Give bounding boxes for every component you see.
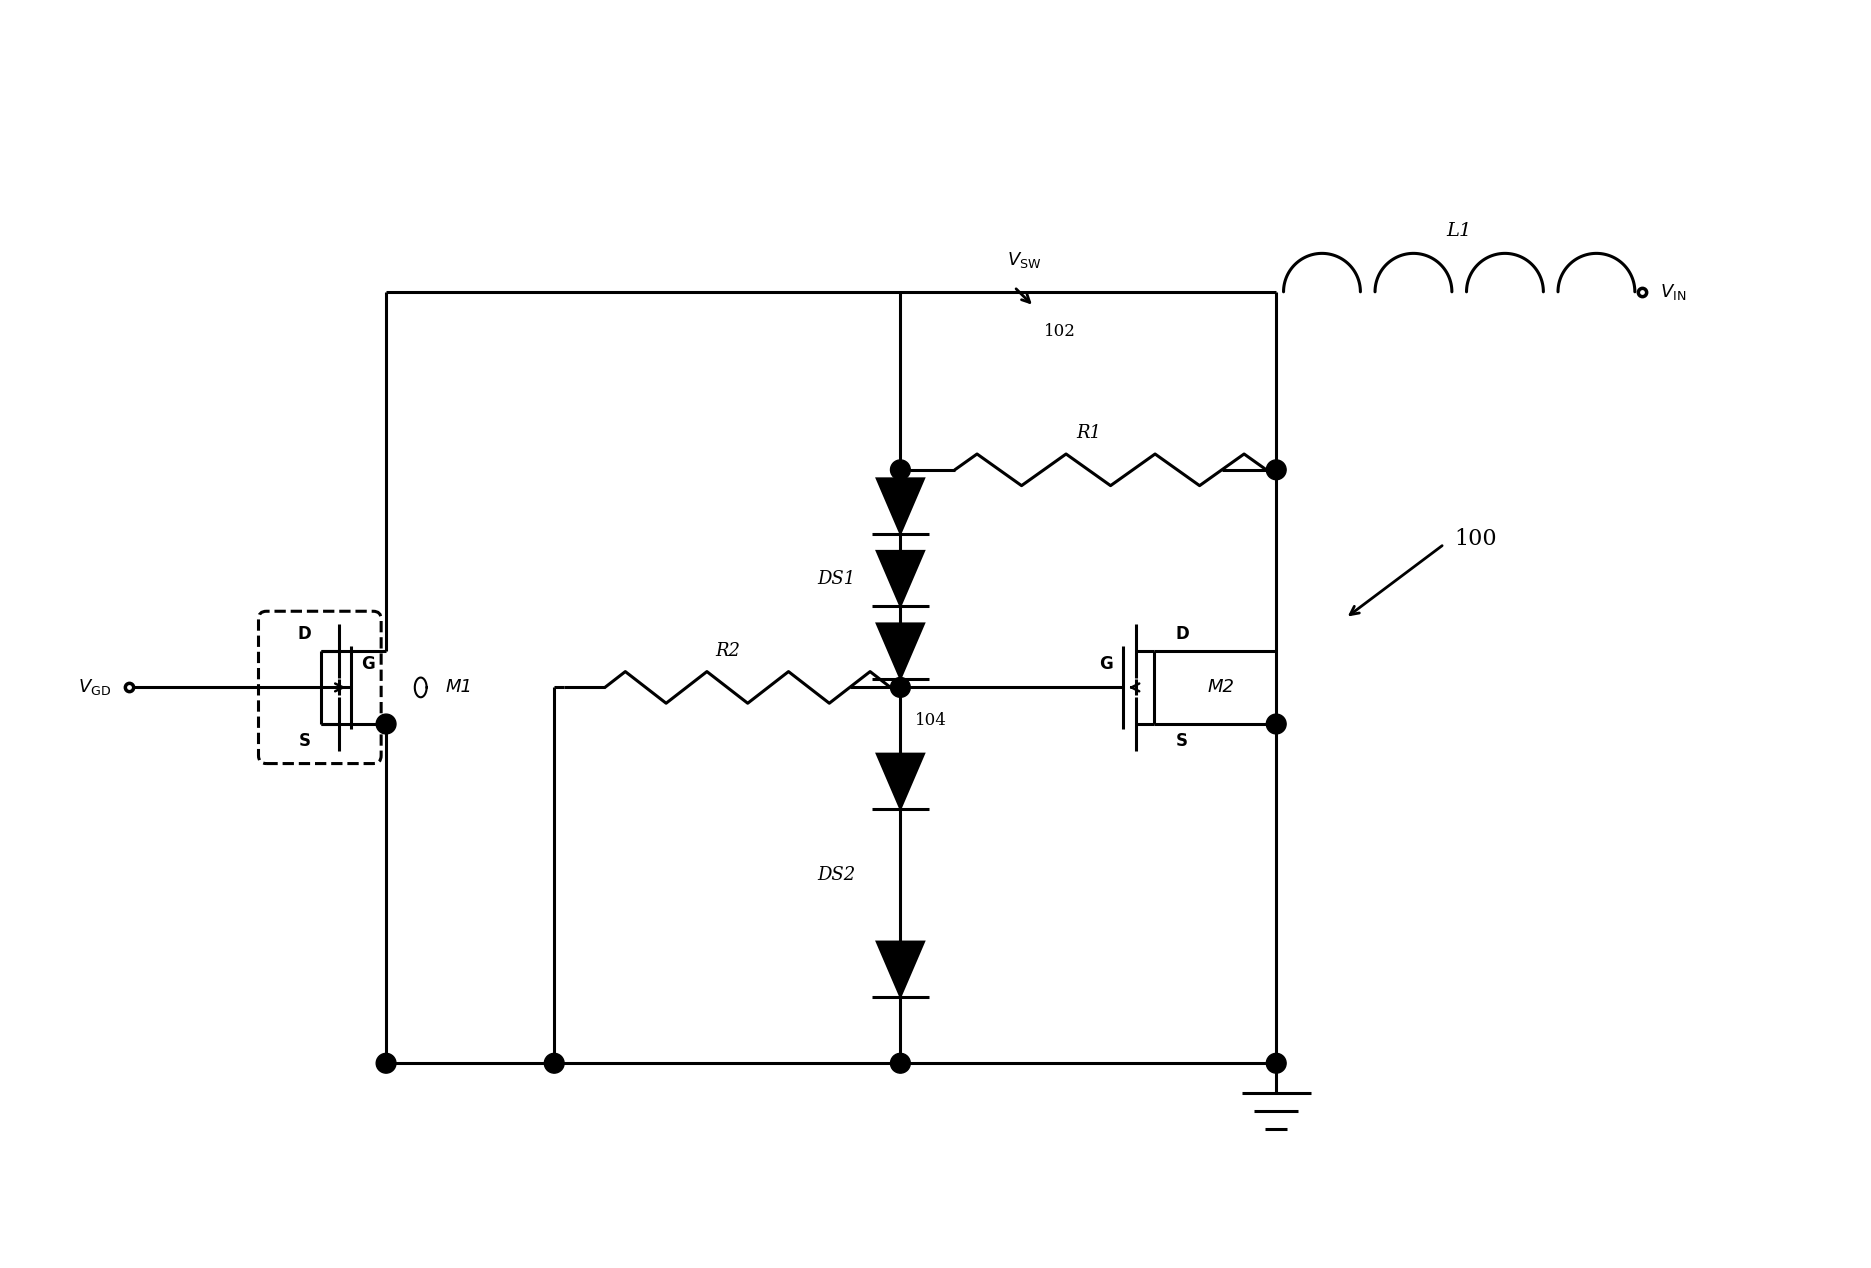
Text: 104: 104 xyxy=(915,713,947,729)
Circle shape xyxy=(891,1054,911,1073)
Polygon shape xyxy=(877,478,924,534)
Text: G: G xyxy=(1100,654,1113,672)
Text: L1: L1 xyxy=(1446,222,1472,241)
Circle shape xyxy=(891,460,911,479)
Text: R1: R1 xyxy=(1076,424,1100,443)
Circle shape xyxy=(1267,1054,1285,1073)
Circle shape xyxy=(1267,714,1285,734)
Text: S: S xyxy=(1175,732,1188,749)
Text: M2: M2 xyxy=(1209,678,1235,696)
Text: 100: 100 xyxy=(1454,527,1497,550)
Text: 102: 102 xyxy=(1044,323,1076,340)
Circle shape xyxy=(376,714,397,734)
Polygon shape xyxy=(877,550,924,606)
Text: D: D xyxy=(297,625,311,643)
Polygon shape xyxy=(877,624,924,678)
Text: $V_\mathrm{SW}$: $V_\mathrm{SW}$ xyxy=(1007,250,1042,270)
Text: S: S xyxy=(299,732,311,749)
Text: R2: R2 xyxy=(715,642,739,659)
Text: D: D xyxy=(1175,625,1190,643)
Text: G: G xyxy=(361,654,374,672)
Circle shape xyxy=(1267,460,1285,479)
Text: M1: M1 xyxy=(445,678,471,696)
Circle shape xyxy=(376,1054,397,1073)
Text: DS1: DS1 xyxy=(818,569,855,587)
Text: $V_\mathrm{GD}$: $V_\mathrm{GD}$ xyxy=(79,677,110,697)
Polygon shape xyxy=(877,942,924,997)
Circle shape xyxy=(891,677,911,697)
Text: DS2: DS2 xyxy=(818,866,855,884)
Text: $V_\mathrm{IN}$: $V_\mathrm{IN}$ xyxy=(1660,281,1686,302)
Polygon shape xyxy=(877,753,924,809)
Circle shape xyxy=(544,1054,565,1073)
